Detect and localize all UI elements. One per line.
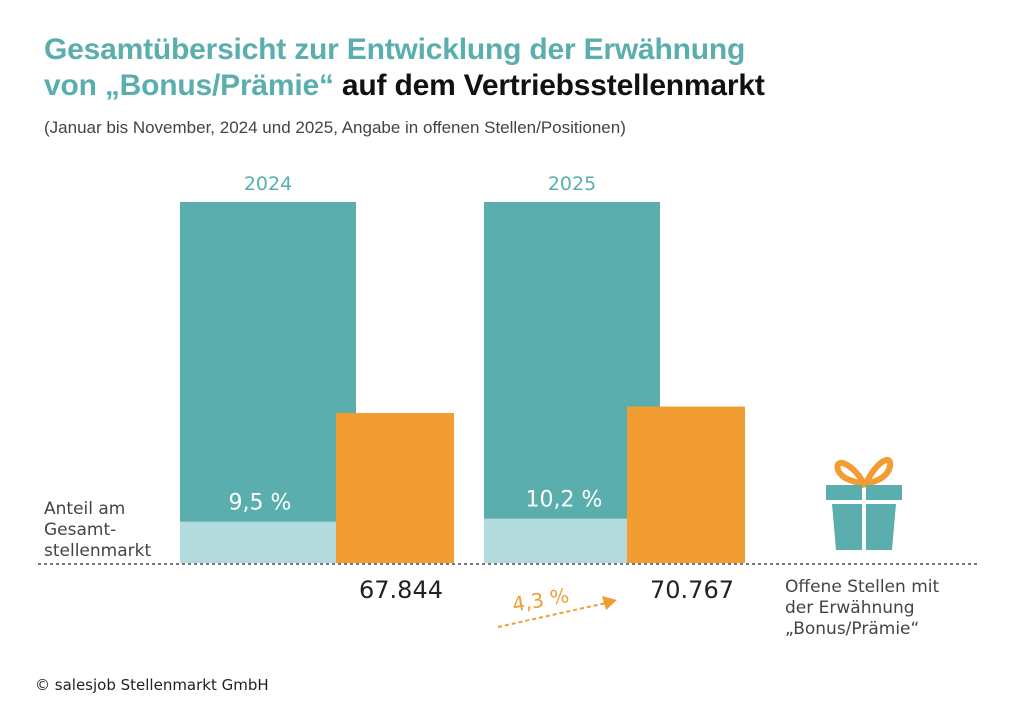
gift-icon-box-left	[832, 504, 862, 550]
share-axis-label: stellenmarkt	[44, 541, 151, 561]
growth-arrow-line	[497, 602, 607, 628]
year-label-2024: 2024	[244, 173, 292, 195]
share-axis-label: Anteil am	[44, 499, 125, 519]
postings-legend-label: „Bonus/Prämie“	[785, 619, 919, 639]
growth-label: 4,3 %	[510, 583, 570, 617]
chart-subtitle: (Januar bis November, 2024 und 2025, Ang…	[44, 118, 626, 137]
chart-title: Gesamtübersicht zur Entwicklung der Erwä…	[44, 32, 765, 104]
share-label-2024: 9,5 %	[229, 491, 292, 516]
gift-icon-box-right	[866, 504, 896, 550]
postings-bar-2025	[627, 406, 745, 563]
postings-value-2024: 67.844	[359, 576, 443, 604]
postings-bar-2024	[336, 413, 454, 563]
share-axis-label: Gesamt-	[44, 520, 116, 540]
share-label-2025: 10,2 %	[526, 488, 603, 513]
copyright: © salesjob Stellenmarkt GmbH	[35, 676, 269, 694]
postings-value-2025: 70.767	[650, 576, 734, 604]
postings-legend-label: Offene Stellen mit	[785, 577, 939, 597]
gift-icon-lid-left	[826, 485, 862, 500]
title-dark: auf dem Vertriebsstellenmarkt	[333, 69, 765, 102]
growth-arrowhead	[602, 596, 617, 610]
gift-icon-lid-right	[866, 485, 902, 500]
gift-icon-bow	[834, 457, 894, 489]
title-line-1: Gesamtübersicht zur Entwicklung der Erwä…	[44, 33, 746, 66]
year-label-2025: 2025	[548, 173, 596, 195]
postings-legend-label: der Erwähnung	[785, 598, 915, 618]
total-market-bar-2024	[180, 202, 356, 563]
share-bar-2024	[180, 521, 356, 563]
title-accent: von „Bonus/Prämie“	[44, 69, 334, 102]
title-line-2: von „Bonus/Prämie“ auf dem Vertriebsstel…	[44, 68, 765, 104]
